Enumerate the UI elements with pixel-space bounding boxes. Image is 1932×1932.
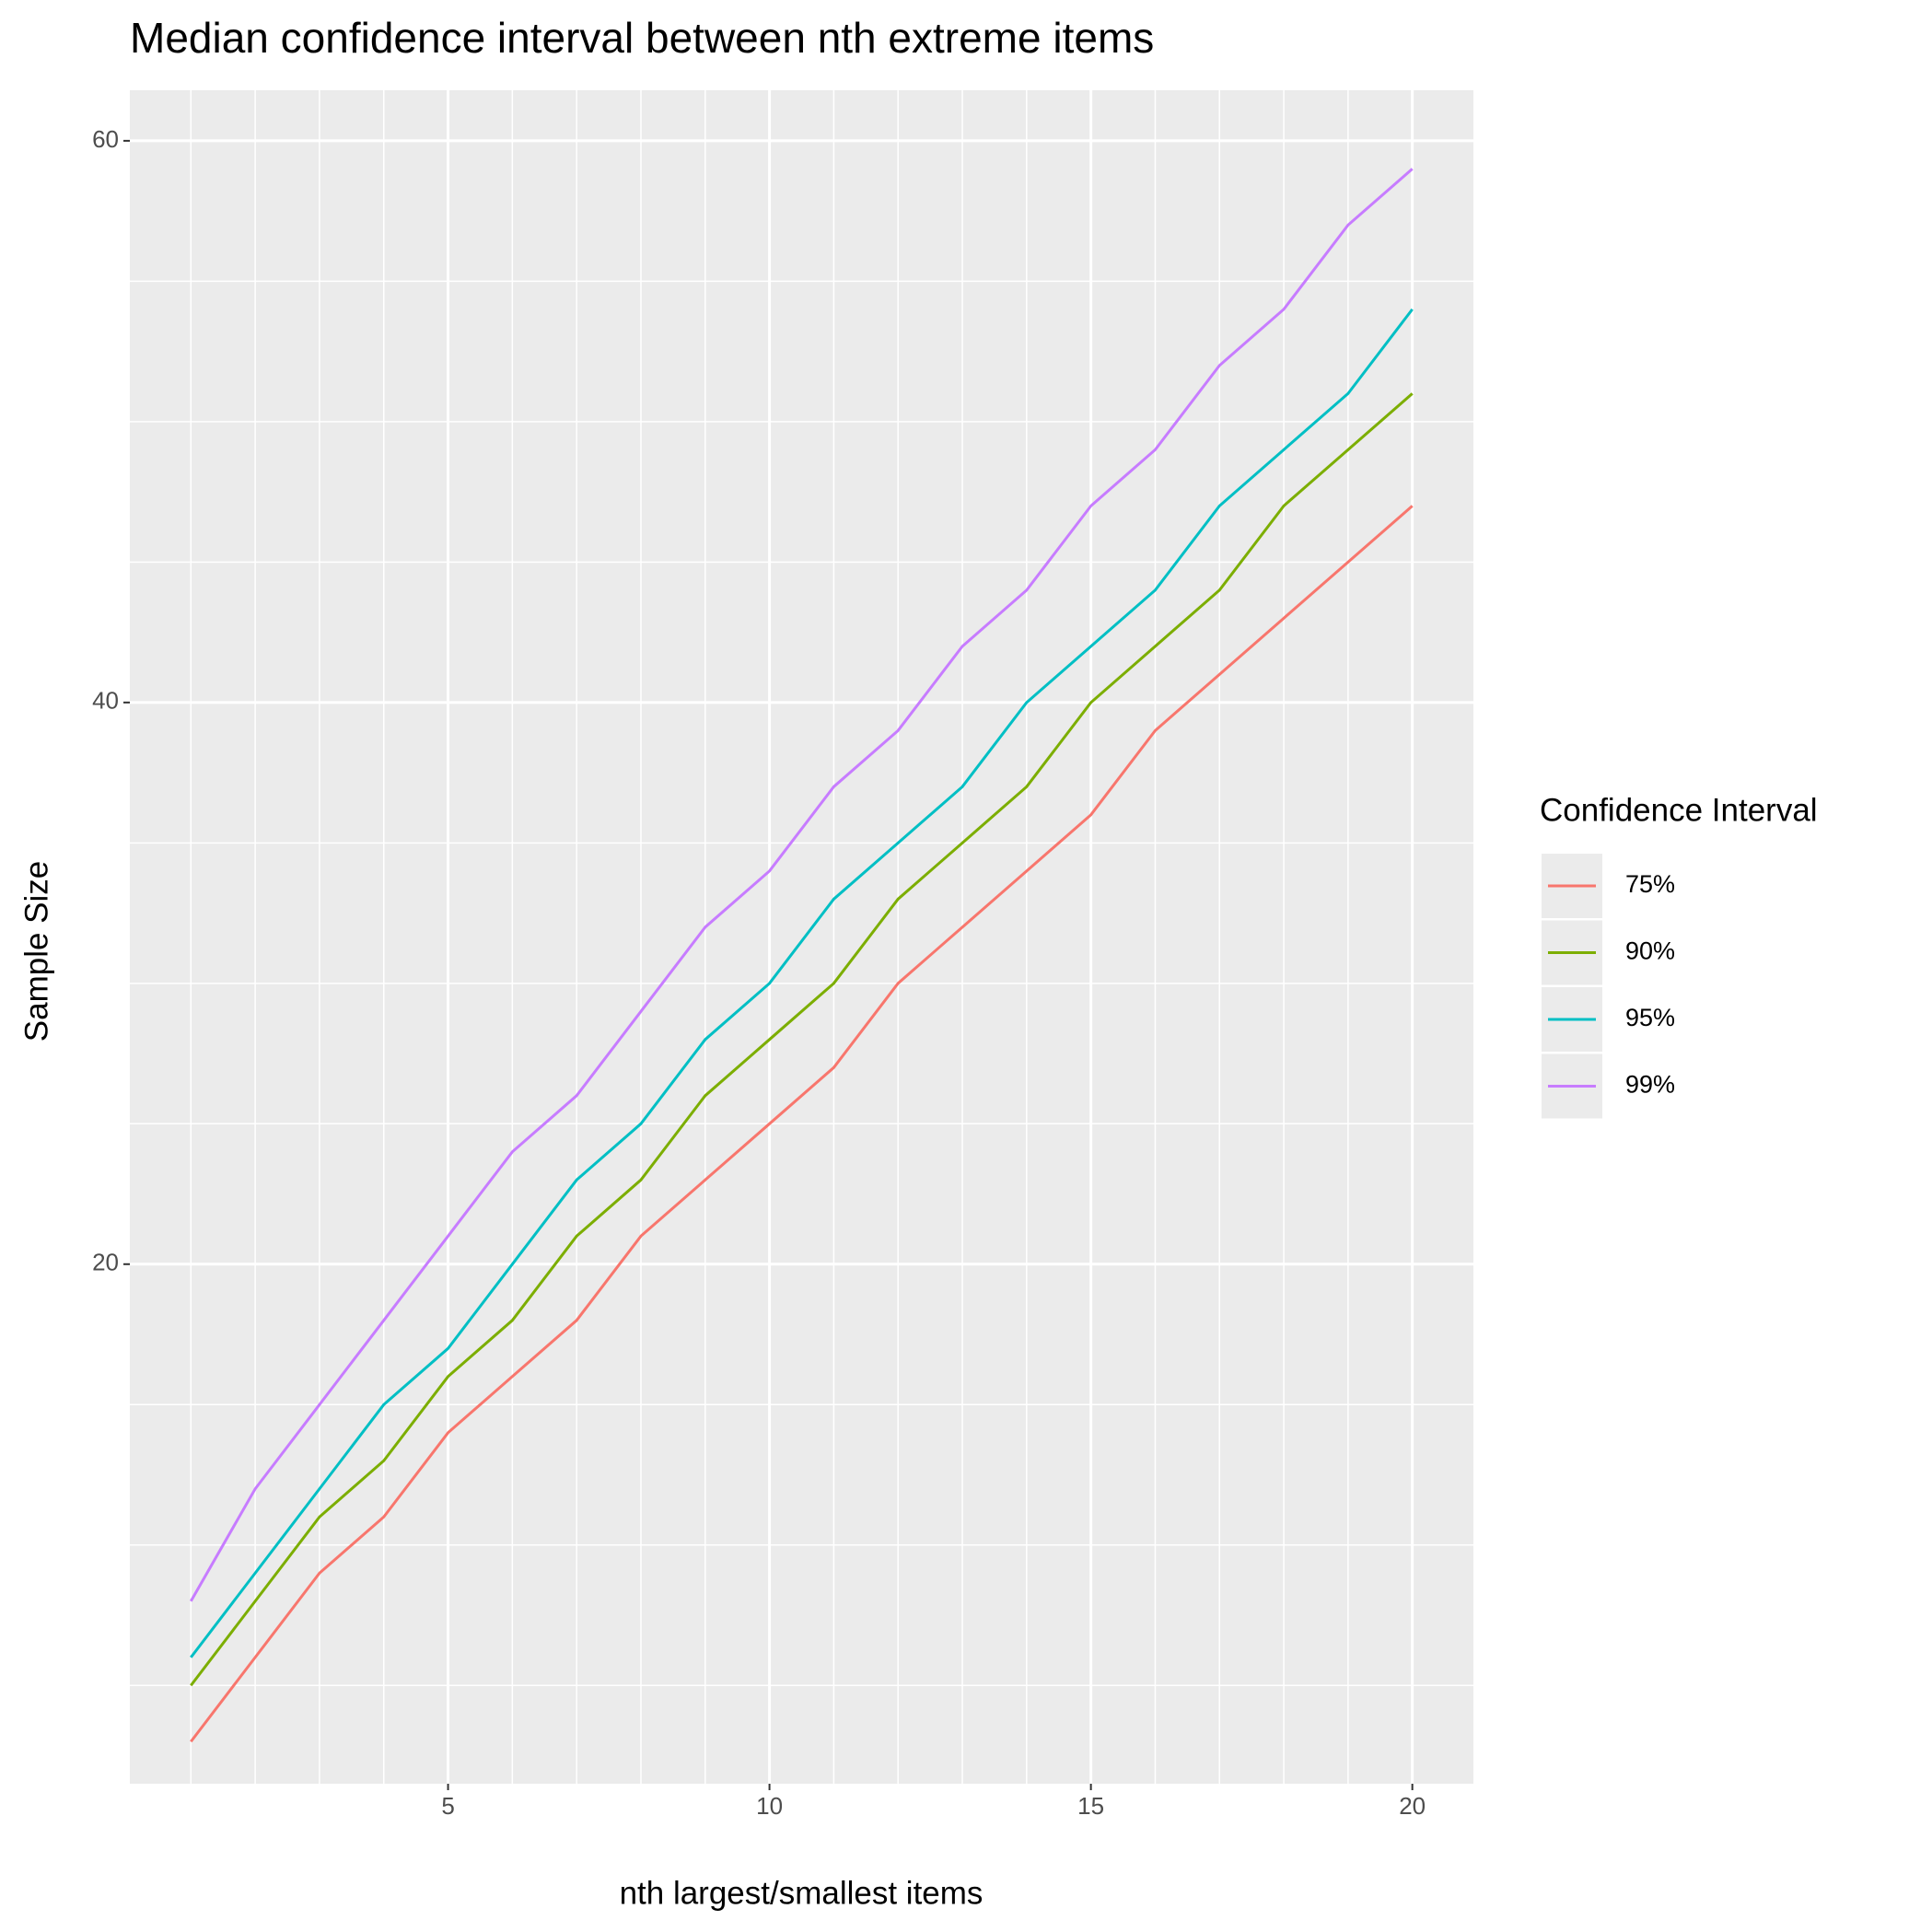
legend-label: 95%: [1625, 1004, 1675, 1031]
chart-title: Median confidence interval between nth e…: [130, 14, 1154, 62]
y-tick-label: 40: [92, 687, 119, 715]
x-tick-label: 20: [1399, 1792, 1426, 1820]
legend-title: Confidence Interval: [1540, 792, 1818, 828]
x-tick-label: 5: [441, 1792, 454, 1820]
legend-label: 75%: [1625, 870, 1675, 898]
y-axis-title: Sample Size: [18, 861, 54, 1042]
legend-label: 99%: [1625, 1071, 1675, 1099]
y-tick-label: 60: [92, 125, 119, 153]
y-tick-label: 20: [92, 1249, 119, 1276]
line: [190, 308, 1414, 1658]
legend-label: 90%: [1625, 937, 1675, 965]
x-tick-label: 10: [756, 1792, 783, 1820]
plot-panel: [130, 90, 1473, 1784]
line: [190, 168, 1414, 1602]
line: [190, 392, 1414, 1687]
x-tick-label: 15: [1077, 1792, 1104, 1820]
line: [190, 505, 1414, 1743]
x-axis-title: nth largest/smallest items: [620, 1875, 983, 1911]
